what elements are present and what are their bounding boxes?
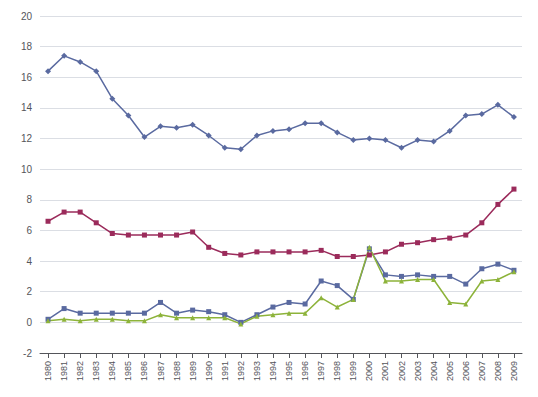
svg-text:2007: 2007: [477, 361, 487, 381]
svg-text:1995: 1995: [284, 361, 294, 381]
svg-text:4: 4: [26, 256, 32, 267]
svg-text:1993: 1993: [252, 361, 262, 381]
svg-text:1983: 1983: [91, 361, 101, 381]
svg-text:14: 14: [21, 102, 33, 113]
svg-text:1987: 1987: [156, 361, 166, 381]
svg-text:2005: 2005: [445, 361, 455, 381]
svg-text:12: 12: [21, 133, 33, 144]
svg-text:18: 18: [21, 41, 33, 52]
svg-text:2008: 2008: [493, 361, 503, 381]
svg-text:1997: 1997: [316, 361, 326, 381]
svg-text:1999: 1999: [348, 361, 358, 381]
svg-text:-2: -2: [23, 348, 32, 359]
svg-text:2002: 2002: [397, 361, 407, 381]
svg-text:16: 16: [21, 72, 33, 83]
svg-text:1982: 1982: [75, 361, 85, 381]
svg-text:10: 10: [21, 164, 33, 175]
svg-text:0: 0: [26, 317, 32, 328]
svg-text:1985: 1985: [123, 361, 133, 381]
svg-text:1988: 1988: [172, 361, 182, 381]
svg-text:2009: 2009: [509, 361, 519, 381]
svg-text:1990: 1990: [204, 361, 214, 381]
svg-text:2: 2: [26, 286, 32, 297]
svg-text:1991: 1991: [220, 361, 230, 381]
svg-text:1996: 1996: [300, 361, 310, 381]
svg-text:1994: 1994: [268, 361, 278, 381]
svg-text:8: 8: [26, 194, 32, 205]
svg-text:2001: 2001: [380, 361, 390, 381]
svg-text:6: 6: [26, 225, 32, 236]
svg-text:2003: 2003: [413, 361, 423, 381]
svg-text:20: 20: [21, 11, 33, 22]
svg-text:1980: 1980: [43, 361, 53, 381]
svg-text:2004: 2004: [429, 361, 439, 381]
svg-text:1986: 1986: [139, 361, 149, 381]
svg-text:1984: 1984: [107, 361, 117, 381]
svg-text:2006: 2006: [461, 361, 471, 381]
svg-text:1998: 1998: [332, 361, 342, 381]
svg-text:1981: 1981: [59, 361, 69, 381]
svg-text:1989: 1989: [188, 361, 198, 381]
svg-text:1992: 1992: [236, 361, 246, 381]
svg-text:2000: 2000: [364, 361, 374, 381]
